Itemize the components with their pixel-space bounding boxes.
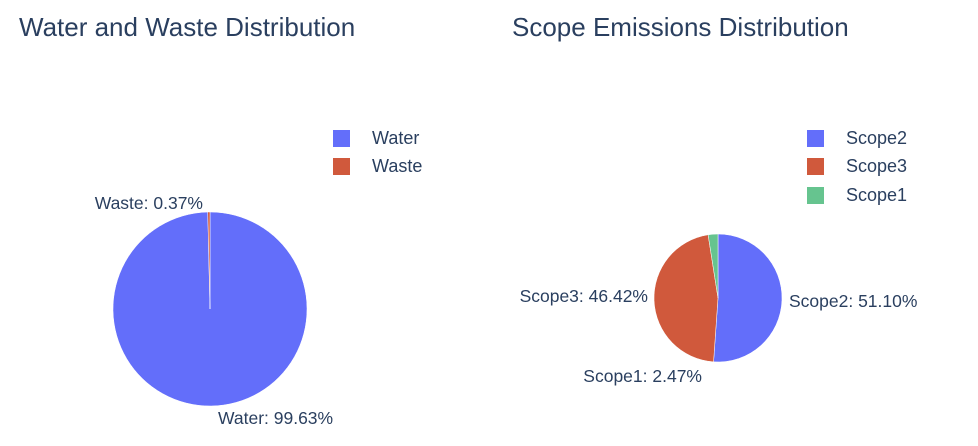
legend-item-water[interactable]: Water	[333, 124, 422, 153]
legend-item-scope3[interactable]: Scope3	[807, 153, 907, 182]
slice-label-water: Water: 99.63%	[218, 408, 333, 428]
legend-swatch	[333, 158, 350, 176]
pie-slice-scope2[interactable]	[713, 233, 783, 363]
legend-swatch	[807, 129, 824, 147]
chart-title: Scope Emissions Distribution	[512, 12, 849, 42]
legend-swatch	[333, 129, 350, 147]
chart-title: Water and Waste Distribution	[19, 12, 356, 42]
legend-swatch	[807, 186, 824, 204]
pie-plot: Water: 99.63% Waste: 0.37%	[95, 193, 333, 428]
pie-slice-scope1[interactable]	[707, 233, 719, 299]
legend: Scope2 Scope3 Scope1	[807, 124, 907, 210]
legend-label: Waste	[372, 156, 423, 177]
slice-label-scope3: Scope3: 46.42%	[520, 286, 648, 306]
pie-slice-waste[interactable]	[207, 211, 211, 310]
legend-label: Scope2	[846, 127, 908, 148]
legend: Water Waste	[333, 124, 422, 181]
scope-emissions-chart: Scope Emissions Distribution Scope2 Scop…	[489, 0, 978, 446]
pie-plot: Scope2: 51.10% Scope3: 46.42% Scope1: 2.47…	[520, 233, 917, 386]
slice-label-scope2: Scope2: 51.10%	[789, 291, 917, 311]
legend-item-scope1[interactable]: Scope1	[807, 181, 907, 210]
legend-swatch	[807, 158, 824, 176]
legend-label: Scope3	[846, 156, 908, 177]
legend-item-waste[interactable]: Waste	[333, 153, 422, 182]
pie-slice-scope3[interactable]	[653, 234, 719, 363]
slice-label-waste: Waste: 0.37%	[95, 193, 203, 213]
water-waste-chart: Water and Waste Distribution Water Waste…	[19, 12, 422, 428]
legend-label: Water	[372, 127, 420, 148]
legend-label: Scope1	[846, 184, 908, 205]
legend-item-scope2[interactable]: Scope2	[807, 124, 907, 153]
slice-label-scope1: Scope1: 2.47%	[583, 366, 702, 386]
